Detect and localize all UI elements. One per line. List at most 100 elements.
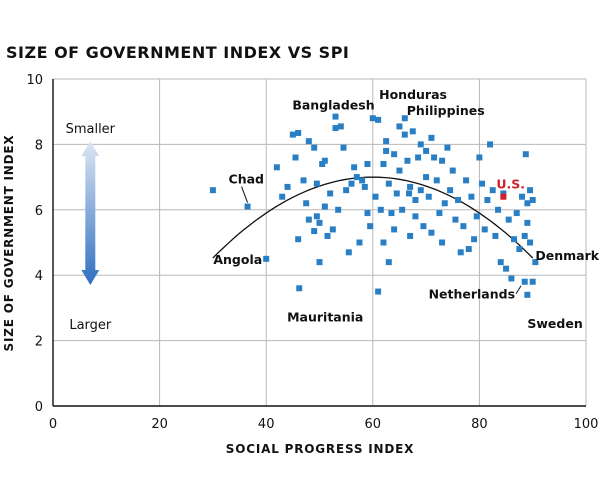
- annotation-angola: Angola: [213, 252, 262, 267]
- data-point: [465, 246, 472, 253]
- y-tick-label: 8: [35, 138, 43, 153]
- y-tick-label: 4: [35, 269, 43, 284]
- data-point: [353, 174, 360, 181]
- data-point: [487, 141, 494, 148]
- data-point: [476, 154, 483, 161]
- data-point: [457, 249, 464, 256]
- data-point: [367, 223, 374, 230]
- data-point: [479, 180, 486, 187]
- x-tick-label: 20: [151, 417, 168, 432]
- annotation-u-s: U.S.: [496, 177, 525, 192]
- data-point: [527, 239, 534, 246]
- data-point: [335, 206, 342, 213]
- annotation-philippines: Philippines: [407, 103, 485, 118]
- data-point: [409, 128, 416, 135]
- data-point: [452, 216, 459, 223]
- data-point: [406, 190, 413, 197]
- data-point: [311, 228, 318, 235]
- data-point: [428, 134, 435, 141]
- data-point: [305, 138, 312, 145]
- data-point: [372, 193, 379, 200]
- trendline: [212, 176, 534, 259]
- data-point: [420, 223, 427, 230]
- data-point: [473, 213, 480, 220]
- data-point: [401, 115, 408, 122]
- data-point: [529, 196, 536, 203]
- data-point: [505, 216, 512, 223]
- data-point: [460, 223, 467, 230]
- data-point: [439, 157, 446, 164]
- data-point: [524, 200, 531, 207]
- data-point: [377, 206, 384, 213]
- x-tick-label: 0: [49, 417, 57, 432]
- data-point: [313, 213, 320, 220]
- data-point: [529, 278, 536, 285]
- y-axis-label: SIZE OF GOVERNMENT INDEX: [2, 135, 16, 352]
- data-point: [417, 141, 424, 148]
- data-point: [423, 174, 430, 181]
- data-point: [345, 249, 352, 256]
- data-point: [329, 226, 336, 233]
- data-point: [401, 131, 408, 138]
- data-point: [383, 147, 390, 154]
- data-point: [527, 187, 534, 194]
- data-point: [519, 193, 526, 200]
- data-point: [396, 123, 403, 130]
- data-point: [489, 187, 496, 194]
- data-point: [481, 226, 488, 233]
- data-point: [508, 275, 515, 282]
- data-point: [316, 219, 323, 226]
- data-point: [497, 259, 504, 266]
- data-point: [279, 193, 286, 200]
- data-point: [321, 157, 328, 164]
- data-point: [444, 144, 451, 151]
- data-point: [436, 210, 443, 217]
- data-point: [295, 236, 302, 243]
- y-tick-label: 2: [35, 335, 43, 350]
- data-point: [300, 177, 307, 184]
- data-point: [407, 232, 414, 239]
- data-point: [412, 213, 419, 220]
- data-point: [393, 190, 400, 197]
- annotation-mauritania: Mauritania: [287, 309, 363, 324]
- chart-title: SIZE OF GOVERNMENT INDEX VS SPI: [6, 43, 349, 62]
- grid: [53, 78, 587, 406]
- annotation-netherlands: Netherlands: [429, 287, 515, 302]
- data-point: [321, 203, 328, 210]
- data-point: [343, 187, 350, 194]
- annotation-sweden: Sweden: [527, 316, 582, 331]
- data-point: [263, 255, 270, 262]
- data-point: [503, 265, 510, 272]
- data-point: [404, 157, 411, 164]
- data-point: [385, 259, 392, 266]
- data-point: [327, 190, 334, 197]
- scale-arrow-shape: [81, 141, 100, 286]
- x-axis-label: SOCIAL PROGRESS INDEX: [226, 442, 414, 456]
- data-point: [359, 177, 366, 184]
- axes: [52, 79, 586, 407]
- data-point: [364, 210, 371, 217]
- data-point: [447, 187, 454, 194]
- data-point: [522, 151, 529, 158]
- data-point: [428, 229, 435, 236]
- data-point: [292, 154, 299, 161]
- data-point: [361, 183, 368, 190]
- data-point: [356, 239, 363, 246]
- data-point: [423, 147, 430, 154]
- data-point: [524, 219, 531, 226]
- data-point: [340, 144, 347, 151]
- data-point: [351, 164, 358, 171]
- data-point: [532, 259, 539, 266]
- tick-labels: 0 20 40 60 80 100 0 2 4 6 8 10: [26, 73, 598, 432]
- data-point: [415, 154, 422, 161]
- data-point: [521, 278, 528, 285]
- data-point: [209, 187, 216, 194]
- data-point: [380, 239, 387, 246]
- data-point: [273, 164, 280, 171]
- data-point: [324, 232, 331, 239]
- data-point: [417, 187, 424, 194]
- data-point: [305, 216, 312, 223]
- data-point: [388, 210, 395, 217]
- data-point: [244, 203, 251, 210]
